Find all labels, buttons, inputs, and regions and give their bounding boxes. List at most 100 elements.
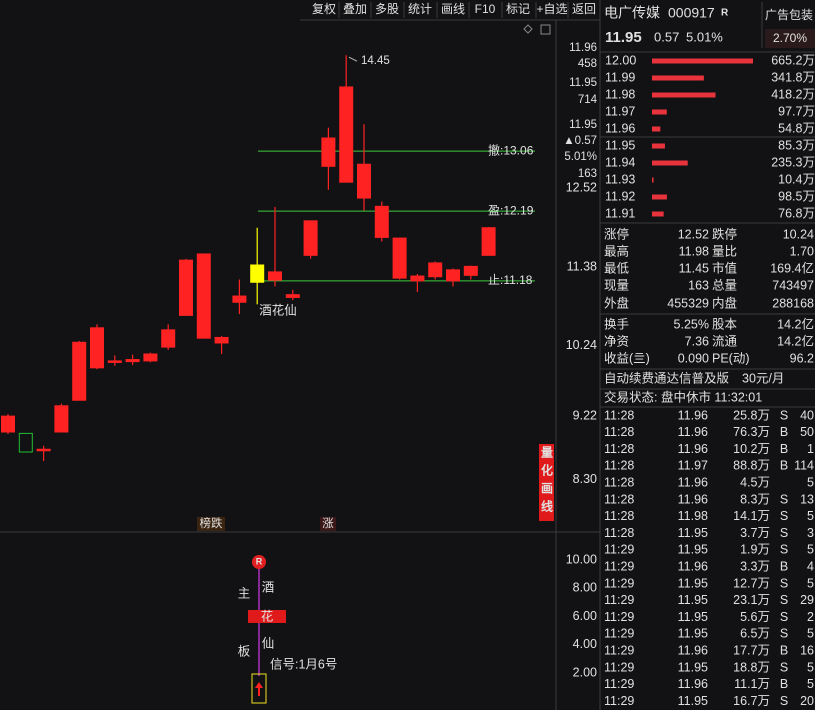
book-price: 11.94 — [605, 155, 635, 169]
diamond-icon[interactable] — [523, 24, 533, 34]
book-price: 11.95 — [605, 138, 635, 152]
quote-panel: 电广传媒 000917 R 广告包装 11.95 0.57 5.01% 2.70% 12.00 6… — [600, 2, 815, 708]
candle-body — [285, 294, 300, 298]
tick-count: 29 — [800, 593, 814, 607]
stat-label: 总量 — [712, 278, 737, 292]
promo-price[interactable]: 30元/月 — [742, 371, 784, 385]
book-price: 11.92 — [605, 189, 635, 203]
cursor-info: 5.01% — [564, 151, 597, 163]
toolbar-button[interactable]: 标记 — [506, 2, 530, 16]
stat-label: 跌停 — [712, 226, 737, 241]
tick-time: 11:29 — [604, 627, 634, 641]
book-volume: 76.8万 — [778, 206, 815, 220]
toolbar-button[interactable]: 叠加 — [343, 2, 367, 16]
tick-count: 40 — [800, 408, 814, 422]
stat-label: 最低 — [604, 261, 630, 275]
book-volume: 418.2万 — [771, 87, 815, 101]
toolbar-button[interactable]: 返回 — [572, 2, 596, 16]
signal-char: 仙 — [262, 636, 275, 650]
price-pct: 5.01% — [686, 29, 723, 44]
level-label: 盈:12.19 — [488, 203, 534, 217]
tick-volume: 17.7万 — [733, 643, 770, 657]
toolbar-button[interactable]: 画线 — [441, 2, 465, 16]
quant-button[interactable]: 量化画线 — [540, 446, 554, 518]
toolbar-button[interactable]: +自选 — [536, 2, 567, 16]
candle-body — [481, 227, 496, 256]
book-bar — [652, 109, 667, 115]
tick-side: S — [780, 576, 788, 590]
tick-count: 5 — [807, 509, 814, 523]
book-bar — [652, 92, 716, 98]
tick-volume: 18.8万 — [733, 660, 770, 674]
tick-count: 5 — [807, 660, 814, 674]
candle-body — [36, 448, 51, 452]
candle-body — [428, 262, 443, 278]
toolbar-button[interactable]: 统计 — [408, 2, 432, 16]
tick-time: 11:28 — [604, 475, 634, 489]
tag-bg — [197, 517, 225, 531]
tick-price: 11.97 — [678, 459, 708, 473]
tick-volume: 25.8万 — [733, 408, 770, 422]
tick-side: S — [780, 610, 788, 624]
stat-label: 市值 — [712, 260, 737, 275]
window-icon[interactable] — [540, 24, 551, 35]
tick-side: S — [780, 694, 788, 708]
tick-time: 11:29 — [604, 576, 634, 590]
stat-value: 288168 — [772, 296, 814, 310]
candle-body — [214, 336, 229, 344]
toolbar-button[interactable]: 复权 — [312, 2, 336, 16]
candle-body — [232, 295, 247, 303]
tick-price: 11.96 — [678, 559, 708, 573]
candle-body — [72, 341, 87, 401]
trade-status: 交易状态: 盘中休市 11:32:01 — [604, 389, 762, 404]
stat-value: 743497 — [772, 278, 814, 292]
signal-tick-label: 4.00 — [573, 637, 597, 651]
signal-main: 主 — [238, 586, 251, 600]
toolbar-button[interactable]: 多股 — [375, 2, 399, 16]
tick-price: 11.95 — [678, 543, 708, 557]
sector-pct: 2.70% — [773, 31, 807, 45]
candle-body — [250, 264, 265, 283]
tick-count: 5 — [807, 677, 814, 691]
candle-body — [321, 137, 336, 167]
book-volume: 85.3万 — [778, 138, 815, 152]
sector-name[interactable]: 广告包装 — [765, 8, 813, 22]
tick-volume: 4.5万 — [740, 475, 770, 489]
quant-button-bg[interactable] — [539, 444, 554, 521]
stat-value: 10.24 — [783, 227, 814, 241]
tick-time: 11:28 — [604, 425, 634, 439]
cursor-info: ▲0.57 — [563, 135, 597, 147]
book-volume: 98.5万 — [778, 189, 815, 203]
tick-time: 11:29 — [604, 593, 634, 607]
tick-count: 2 — [807, 610, 814, 624]
candle-body — [161, 329, 176, 348]
candle-body — [392, 237, 407, 279]
tick-count: 3 — [807, 526, 814, 540]
stat-value: 14.2亿 — [777, 333, 814, 348]
tick-count: 1 — [807, 442, 814, 456]
book-volume: 54.8万 — [778, 121, 815, 135]
tick-price: 11.95 — [678, 627, 708, 641]
stock-code: 000917 — [668, 5, 715, 21]
stat-label: 股本 — [712, 317, 738, 331]
stock-badge: R — [721, 8, 729, 19]
book-price: 11.99 — [605, 70, 635, 84]
promo[interactable]: 自动续费通达信普及版 — [604, 371, 730, 385]
tick-price: 11.98 — [678, 509, 708, 523]
tick-price: 11.96 — [678, 492, 708, 506]
y-tick-label: 9.22 — [573, 408, 597, 422]
signal-marker — [252, 555, 266, 569]
stat-value: 0.090 — [678, 351, 709, 365]
tick-count: 20 — [800, 694, 814, 708]
toolbar-button[interactable]: F10 — [475, 2, 496, 16]
signal-text: 信号:1月6号 — [270, 657, 337, 671]
candle-body — [18, 432, 33, 453]
tick-time: 11:28 — [604, 526, 634, 540]
tick-side: B — [780, 559, 788, 573]
stat-value: 163 — [688, 278, 709, 292]
book-bar — [652, 160, 688, 166]
stat-value: 96.2 — [790, 351, 814, 365]
peak-label: 14.45 — [361, 55, 390, 67]
book-volume: 341.8万 — [771, 70, 815, 84]
